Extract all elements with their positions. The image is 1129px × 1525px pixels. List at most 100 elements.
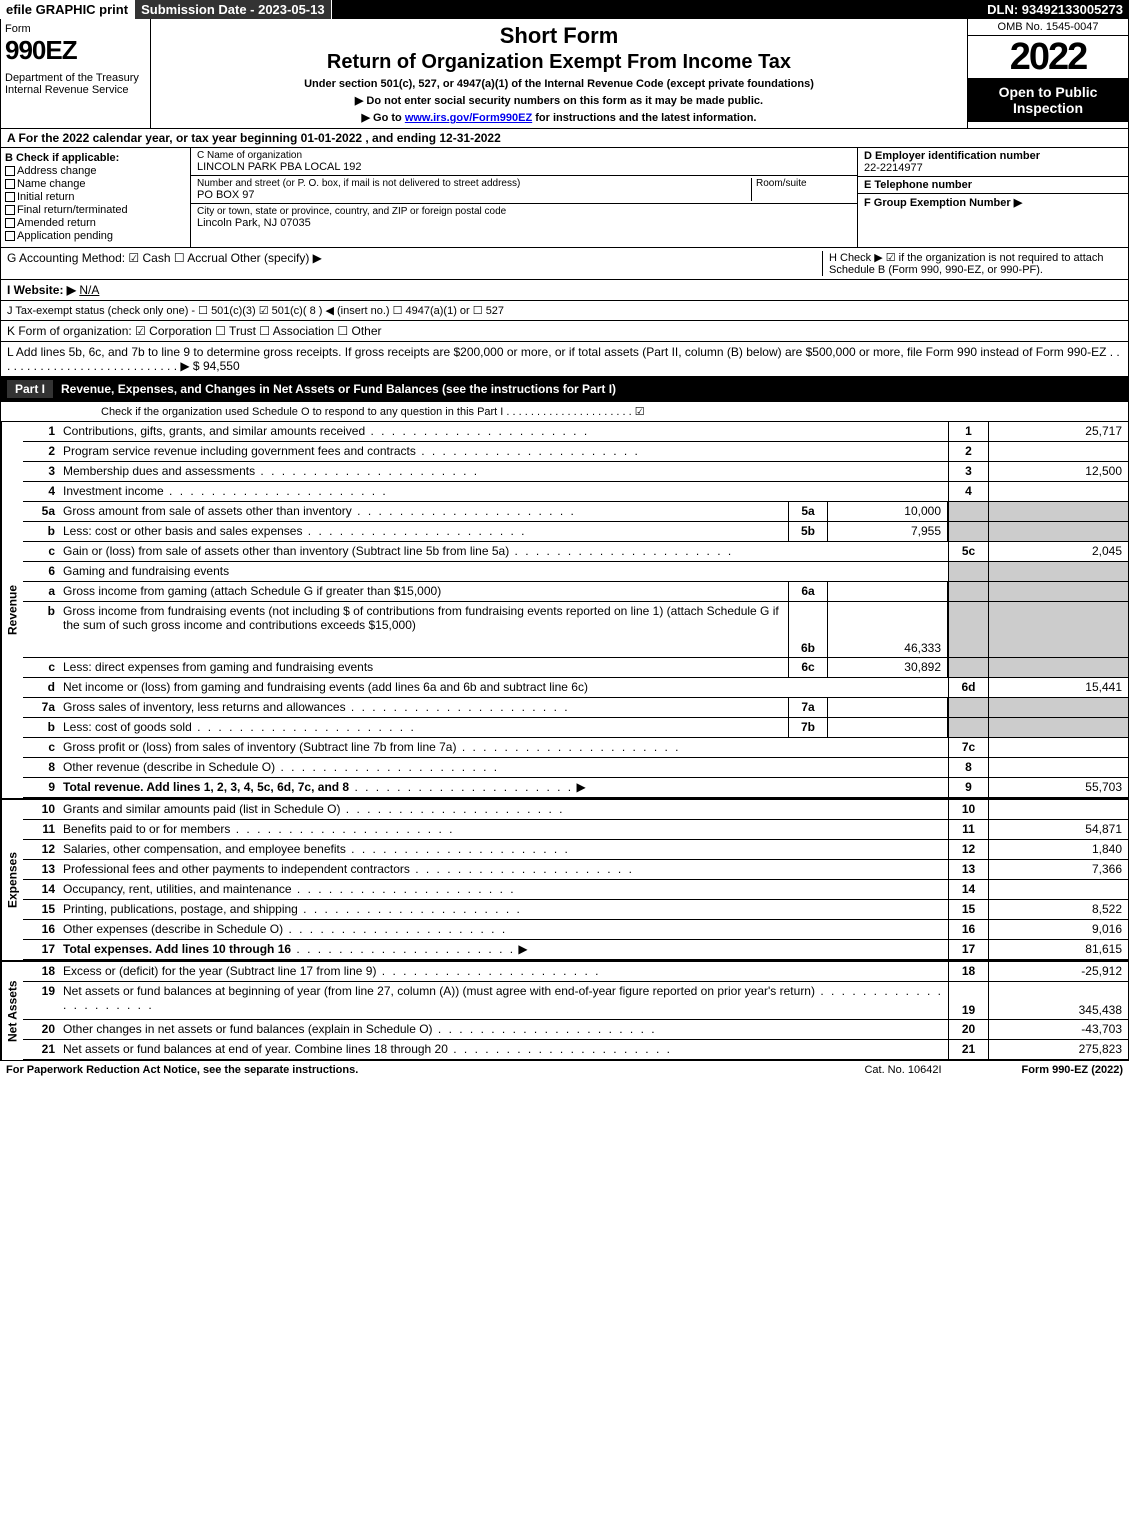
org-name-label: C Name of organization xyxy=(197,150,851,161)
d8: Other revenue (describe in Schedule O) xyxy=(59,758,948,777)
sv7b xyxy=(828,718,948,737)
chk-amended-return[interactable]: Amended return xyxy=(5,217,186,229)
rv13: 7,366 xyxy=(988,860,1128,879)
n10: 10 xyxy=(23,800,59,819)
sn5b: 5b xyxy=(788,522,828,541)
n5b: b xyxy=(23,522,59,541)
n6d: d xyxy=(23,678,59,697)
sn6b: 6b xyxy=(788,602,828,657)
ein-label: D Employer identification number xyxy=(864,150,1040,162)
street-label: Number and street (or P. O. box, if mail… xyxy=(197,178,751,189)
n6: 6 xyxy=(23,562,59,581)
shade xyxy=(948,698,988,717)
n4: 4 xyxy=(23,482,59,501)
rn8: 8 xyxy=(948,758,988,777)
n19: 19 xyxy=(23,982,59,1019)
rv3: 12,500 xyxy=(988,462,1128,481)
dln: DLN: 93492133005273 xyxy=(981,0,1129,19)
n16: 16 xyxy=(23,920,59,939)
part-1-title: Revenue, Expenses, and Changes in Net As… xyxy=(61,382,616,396)
footer-right: Form 990-EZ (2022) xyxy=(1022,1064,1123,1076)
sn5a: 5a xyxy=(788,502,828,521)
box-b-label: B Check if applicable: xyxy=(5,152,119,164)
irs-link[interactable]: www.irs.gov/Form990EZ xyxy=(405,112,532,124)
rv7c xyxy=(988,738,1128,757)
n2: 2 xyxy=(23,442,59,461)
shade xyxy=(948,522,988,541)
line-i: I Website: ▶ N/A xyxy=(0,280,1129,301)
efile-label[interactable]: efile GRAPHIC print xyxy=(0,0,135,19)
open-to-public: Open to Public Inspection xyxy=(968,78,1128,122)
subtitle-1: Under section 501(c), 527, or 4947(a)(1)… xyxy=(159,78,959,90)
rn2: 2 xyxy=(948,442,988,461)
chk-application-pending[interactable]: Application pending xyxy=(5,230,186,242)
d16: Other expenses (describe in Schedule O) xyxy=(59,920,948,939)
d6a: Gross income from gaming (attach Schedul… xyxy=(59,582,788,601)
rn1: 1 xyxy=(948,422,988,441)
side-net-assets: Net Assets xyxy=(1,962,23,1060)
sv6a xyxy=(828,582,948,601)
d21: Net assets or fund balances at end of ye… xyxy=(59,1040,948,1059)
d11: Benefits paid to or for members xyxy=(59,820,948,839)
n15: 15 xyxy=(23,900,59,919)
line-g-h: G Accounting Method: ☑ Cash ☐ Accrual Ot… xyxy=(0,248,1129,280)
rv9: 55,703 xyxy=(988,778,1128,797)
n6c: c xyxy=(23,658,59,677)
d7a: Gross sales of inventory, less returns a… xyxy=(59,698,788,717)
rn12: 12 xyxy=(948,840,988,859)
d6c: Less: direct expenses from gaming and fu… xyxy=(59,658,788,677)
street-value: PO BOX 97 xyxy=(197,189,751,201)
chk-initial-return[interactable]: Initial return xyxy=(5,191,186,203)
rv15: 8,522 xyxy=(988,900,1128,919)
shade xyxy=(988,582,1128,601)
d3: Membership dues and assessments xyxy=(59,462,948,481)
d9: Total revenue. Add lines 1, 2, 3, 4, 5c,… xyxy=(59,778,948,797)
shade xyxy=(988,658,1128,677)
rn4: 4 xyxy=(948,482,988,501)
part-1-grid: Revenue 1Contributions, gifts, grants, a… xyxy=(0,422,1129,1060)
sn7b: 7b xyxy=(788,718,828,737)
line-l: L Add lines 5b, 6c, and 7b to line 9 to … xyxy=(0,342,1129,377)
group-exempt-label: F Group Exemption Number ▶ xyxy=(864,197,1022,209)
rv10 xyxy=(988,800,1128,819)
part-1-label: Part I xyxy=(7,380,53,398)
shade xyxy=(988,602,1128,657)
rn6d: 6d xyxy=(948,678,988,697)
shade xyxy=(988,522,1128,541)
city-label: City or town, state or province, country… xyxy=(197,206,851,217)
n7b: b xyxy=(23,718,59,737)
rv1: 25,717 xyxy=(988,422,1128,441)
spacer xyxy=(332,0,982,19)
chk-name-change[interactable]: Name change xyxy=(5,178,186,190)
sv7a xyxy=(828,698,948,717)
box-b: B Check if applicable: Address change Na… xyxy=(1,148,191,247)
sv5a: 10,000 xyxy=(828,502,948,521)
shade xyxy=(948,718,988,737)
d5b: Less: cost or other basis and sales expe… xyxy=(59,522,788,541)
form-number: 990EZ xyxy=(5,35,146,66)
n21: 21 xyxy=(23,1040,59,1059)
line-g: G Accounting Method: ☑ Cash ☐ Accrual Ot… xyxy=(7,251,822,276)
rn18: 18 xyxy=(948,962,988,981)
sn6a: 6a xyxy=(788,582,828,601)
rn11: 11 xyxy=(948,820,988,839)
footer: For Paperwork Reduction Act Notice, see … xyxy=(0,1060,1129,1079)
d14: Occupancy, rent, utilities, and maintena… xyxy=(59,880,948,899)
n17: 17 xyxy=(23,940,59,959)
chk-final-return[interactable]: Final return/terminated xyxy=(5,204,186,216)
chk-address-change[interactable]: Address change xyxy=(5,165,186,177)
rn17: 17 xyxy=(948,940,988,959)
n8: 8 xyxy=(23,758,59,777)
d7c: Gross profit or (loss) from sales of inv… xyxy=(59,738,948,757)
dept-label: Department of the Treasury Internal Reve… xyxy=(5,72,146,96)
rn19: 19 xyxy=(948,982,988,1019)
rn15: 15 xyxy=(948,900,988,919)
sub3-post: for instructions and the latest informat… xyxy=(532,112,756,124)
d5a: Gross amount from sale of assets other t… xyxy=(59,502,788,521)
rv8 xyxy=(988,758,1128,777)
n5a: 5a xyxy=(23,502,59,521)
d19: Net assets or fund balances at beginning… xyxy=(59,982,948,1019)
shade xyxy=(988,502,1128,521)
n13: 13 xyxy=(23,860,59,879)
header-right: OMB No. 1545-0047 2022 Open to Public In… xyxy=(968,19,1128,128)
